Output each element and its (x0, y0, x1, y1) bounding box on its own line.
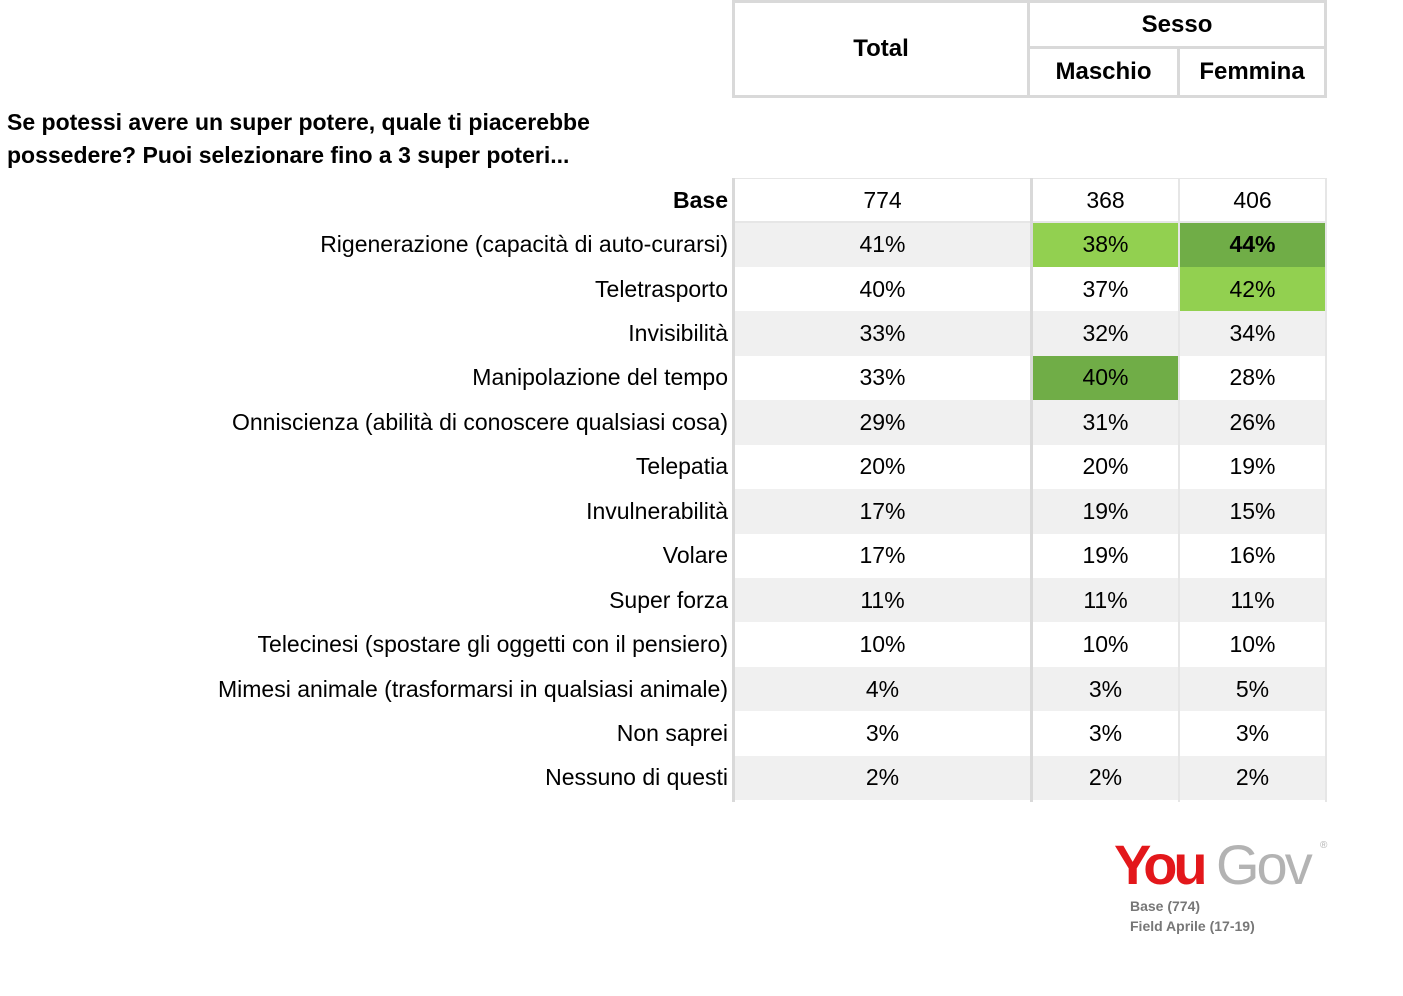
row-label: Mimesi animale (trasformarsi in qualsias… (218, 675, 728, 702)
cell-maschio: 19% (1082, 542, 1129, 569)
header-femmina: Femmina (1177, 46, 1327, 98)
header-sesso: Sesso (1030, 0, 1327, 49)
question-line-1: Se potessi avere un super potere, quale … (7, 109, 590, 135)
table-row: Invisibilità 33% 32% 34% (0, 311, 1327, 356)
question-text: Se potessi avere un super potere, quale … (7, 106, 707, 172)
cell-femmina: 28% (1229, 364, 1276, 391)
cell-femmina: 16% (1229, 542, 1276, 569)
cell-maschio: 38% (1033, 222, 1178, 267)
footer-base-note: Base (774) (1130, 898, 1201, 914)
results-table: Base 774 368 406 Rigenerazione (capacità di … (0, 178, 1327, 801)
cell-total: 40% (859, 275, 906, 302)
cell-total: 4% (735, 666, 1030, 712)
logo-registered-mark: ® (1320, 840, 1328, 851)
cell-maschio: 3% (1088, 719, 1123, 746)
logo-you: You (1114, 833, 1204, 892)
row-label: Invisibilità (628, 320, 728, 347)
table-row: Telecinesi (spostare gli oggetti con il … (0, 622, 1327, 666)
divider-mid (1030, 178, 1033, 802)
cell-maschio: 19% (1033, 489, 1178, 534)
cell-total: 33% (735, 311, 1030, 356)
cell-maschio: 32% (1033, 311, 1178, 356)
cell-femmina: 15% (1180, 489, 1325, 534)
divider-sub (1178, 178, 1180, 802)
cell-femmina: 42% (1180, 266, 1325, 312)
table-row: Teletrasporto 40% 37% 42% (0, 266, 1327, 312)
cell-total: 33% (859, 364, 906, 391)
row-label: Telecinesi (spostare gli oggetti con il … (257, 631, 728, 658)
footer-field-note: Field Aprile (17-19) (1130, 918, 1255, 934)
cell-femmina: 406 (1180, 178, 1325, 223)
cell-maschio: 31% (1033, 400, 1178, 445)
cell-maschio: 368 (1033, 178, 1178, 223)
yougov-logo: You Gov ® (1114, 833, 1328, 892)
cell-total: 11% (735, 577, 1030, 623)
cell-maschio: 3% (1033, 666, 1178, 712)
cell-total: 2% (735, 755, 1030, 801)
cell-femmina: 10% (1229, 631, 1276, 658)
header-maschio: Maschio (1030, 46, 1180, 98)
row-label: Onniscienza (abilità di conoscere qualsi… (231, 408, 728, 435)
row-label: Volare (662, 542, 728, 569)
table-row: Non saprei 3% 3% 3% (0, 711, 1327, 755)
cell-total: 41% (735, 222, 1030, 267)
cell-femmina: 44% (1180, 222, 1325, 267)
cell-femmina: 2% (1180, 755, 1325, 801)
table-row: Manipolazione del tempo 33% 40% 28% (0, 355, 1327, 401)
row-label: Telepatia (635, 453, 728, 480)
row-label: Invulnerabilità (586, 497, 728, 524)
cell-maschio: 11% (1033, 577, 1178, 623)
cell-total: 10% (859, 631, 906, 658)
cell-femmina: 19% (1229, 453, 1276, 480)
table-row: Onniscienza (abilità di conoscere qualsi… (0, 400, 1327, 445)
cell-total: 17% (859, 542, 906, 569)
header-total: Total (732, 0, 1030, 98)
table-row: Nessuno di questi 2% 2% 2% (0, 755, 1327, 801)
cell-total: 20% (859, 453, 906, 480)
cell-maschio: 37% (1082, 275, 1129, 302)
row-label: Manipolazione del tempo (472, 364, 728, 391)
cell-femmina: 26% (1180, 400, 1325, 445)
cell-femmina: 11% (1180, 577, 1325, 623)
base-label: Base (673, 186, 728, 213)
logo-gov: Gov (1216, 833, 1313, 892)
cell-maschio: 10% (1082, 631, 1129, 658)
cell-total: 17% (735, 489, 1030, 534)
cell-maschio: 40% (1033, 355, 1178, 401)
divider-left (732, 178, 735, 802)
divider-right (1325, 178, 1327, 802)
question-line-2: possedere? Puoi selezionare fino a 3 sup… (7, 142, 570, 168)
cell-total: 774 (735, 178, 1030, 223)
row-label: Teletrasporto (595, 275, 728, 302)
base-row: Base 774 368 406 (0, 178, 1327, 223)
cell-maschio: 20% (1082, 453, 1129, 480)
table-row: Telepatia 20% 20% 19% (0, 445, 1327, 489)
table-row: Rigenerazione (capacità di auto-curarsi)… (0, 222, 1327, 267)
table-row: Invulnerabilità 17% 19% 15% (0, 489, 1327, 534)
row-label: Nessuno di questi (545, 764, 728, 791)
table-row: Super forza 11% 11% 11% (0, 577, 1327, 623)
table-row: Volare 17% 19% 16% (0, 534, 1327, 578)
cell-total: 3% (865, 719, 900, 746)
table-row: Mimesi animale (trasformarsi in qualsias… (0, 666, 1327, 712)
cell-total: 29% (735, 400, 1030, 445)
cell-femmina: 3% (1235, 719, 1270, 746)
row-label: Rigenerazione (capacità di auto-curarsi) (320, 231, 728, 258)
cell-femmina: 34% (1180, 311, 1325, 356)
cell-maschio: 2% (1033, 755, 1178, 801)
row-label: Super forza (609, 586, 728, 613)
row-label: Non saprei (616, 719, 728, 746)
cell-femmina: 5% (1180, 666, 1325, 712)
